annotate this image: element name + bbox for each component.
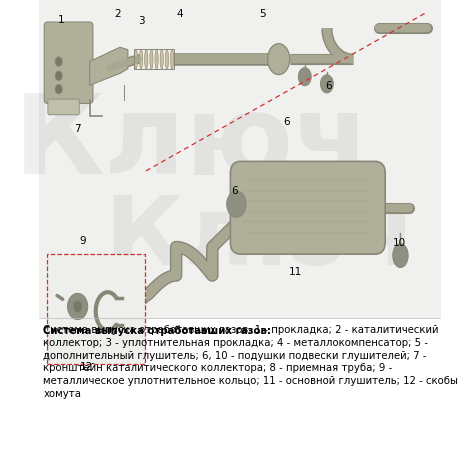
Text: 6: 6 — [326, 81, 332, 91]
Ellipse shape — [55, 85, 63, 95]
Ellipse shape — [227, 192, 246, 218]
FancyBboxPatch shape — [44, 23, 93, 104]
Text: 7: 7 — [74, 124, 81, 134]
Text: 3: 3 — [138, 16, 145, 26]
Ellipse shape — [320, 76, 333, 94]
Ellipse shape — [298, 69, 311, 87]
Ellipse shape — [68, 294, 88, 320]
Ellipse shape — [134, 50, 137, 70]
Ellipse shape — [160, 50, 164, 70]
Text: 12: 12 — [80, 361, 93, 371]
Text: Ключ: Ключ — [14, 89, 371, 197]
Polygon shape — [90, 48, 128, 86]
Ellipse shape — [150, 50, 153, 70]
Text: 1: 1 — [58, 15, 65, 25]
Text: 9: 9 — [80, 236, 86, 245]
Ellipse shape — [73, 301, 82, 313]
Bar — [46, 255, 145, 364]
FancyBboxPatch shape — [230, 162, 385, 255]
Text: 6: 6 — [231, 186, 238, 196]
Ellipse shape — [268, 45, 290, 75]
Ellipse shape — [145, 50, 148, 70]
Text: 6: 6 — [283, 117, 290, 127]
Text: 11: 11 — [289, 266, 302, 276]
Ellipse shape — [165, 50, 169, 70]
FancyBboxPatch shape — [48, 100, 79, 116]
Ellipse shape — [55, 58, 63, 67]
Text: 2: 2 — [115, 9, 121, 19]
Text: 4: 4 — [177, 9, 183, 19]
Ellipse shape — [55, 72, 63, 81]
Text: Система выпуска отработавших газов:: Система выпуска отработавших газов: — [44, 324, 272, 335]
Ellipse shape — [155, 50, 158, 70]
Text: 5: 5 — [259, 9, 266, 19]
Ellipse shape — [393, 244, 408, 268]
Text: Ключ: Ключ — [105, 192, 417, 284]
Text: 10: 10 — [392, 238, 406, 248]
Text: Система выпуска отработавших газов: 1 - прокладка; 2 - каталитический коллектор;: Система выпуска отработавших газов: 1 - … — [44, 324, 458, 398]
Ellipse shape — [139, 50, 143, 70]
Ellipse shape — [171, 50, 173, 70]
Bar — [39, 0, 441, 319]
